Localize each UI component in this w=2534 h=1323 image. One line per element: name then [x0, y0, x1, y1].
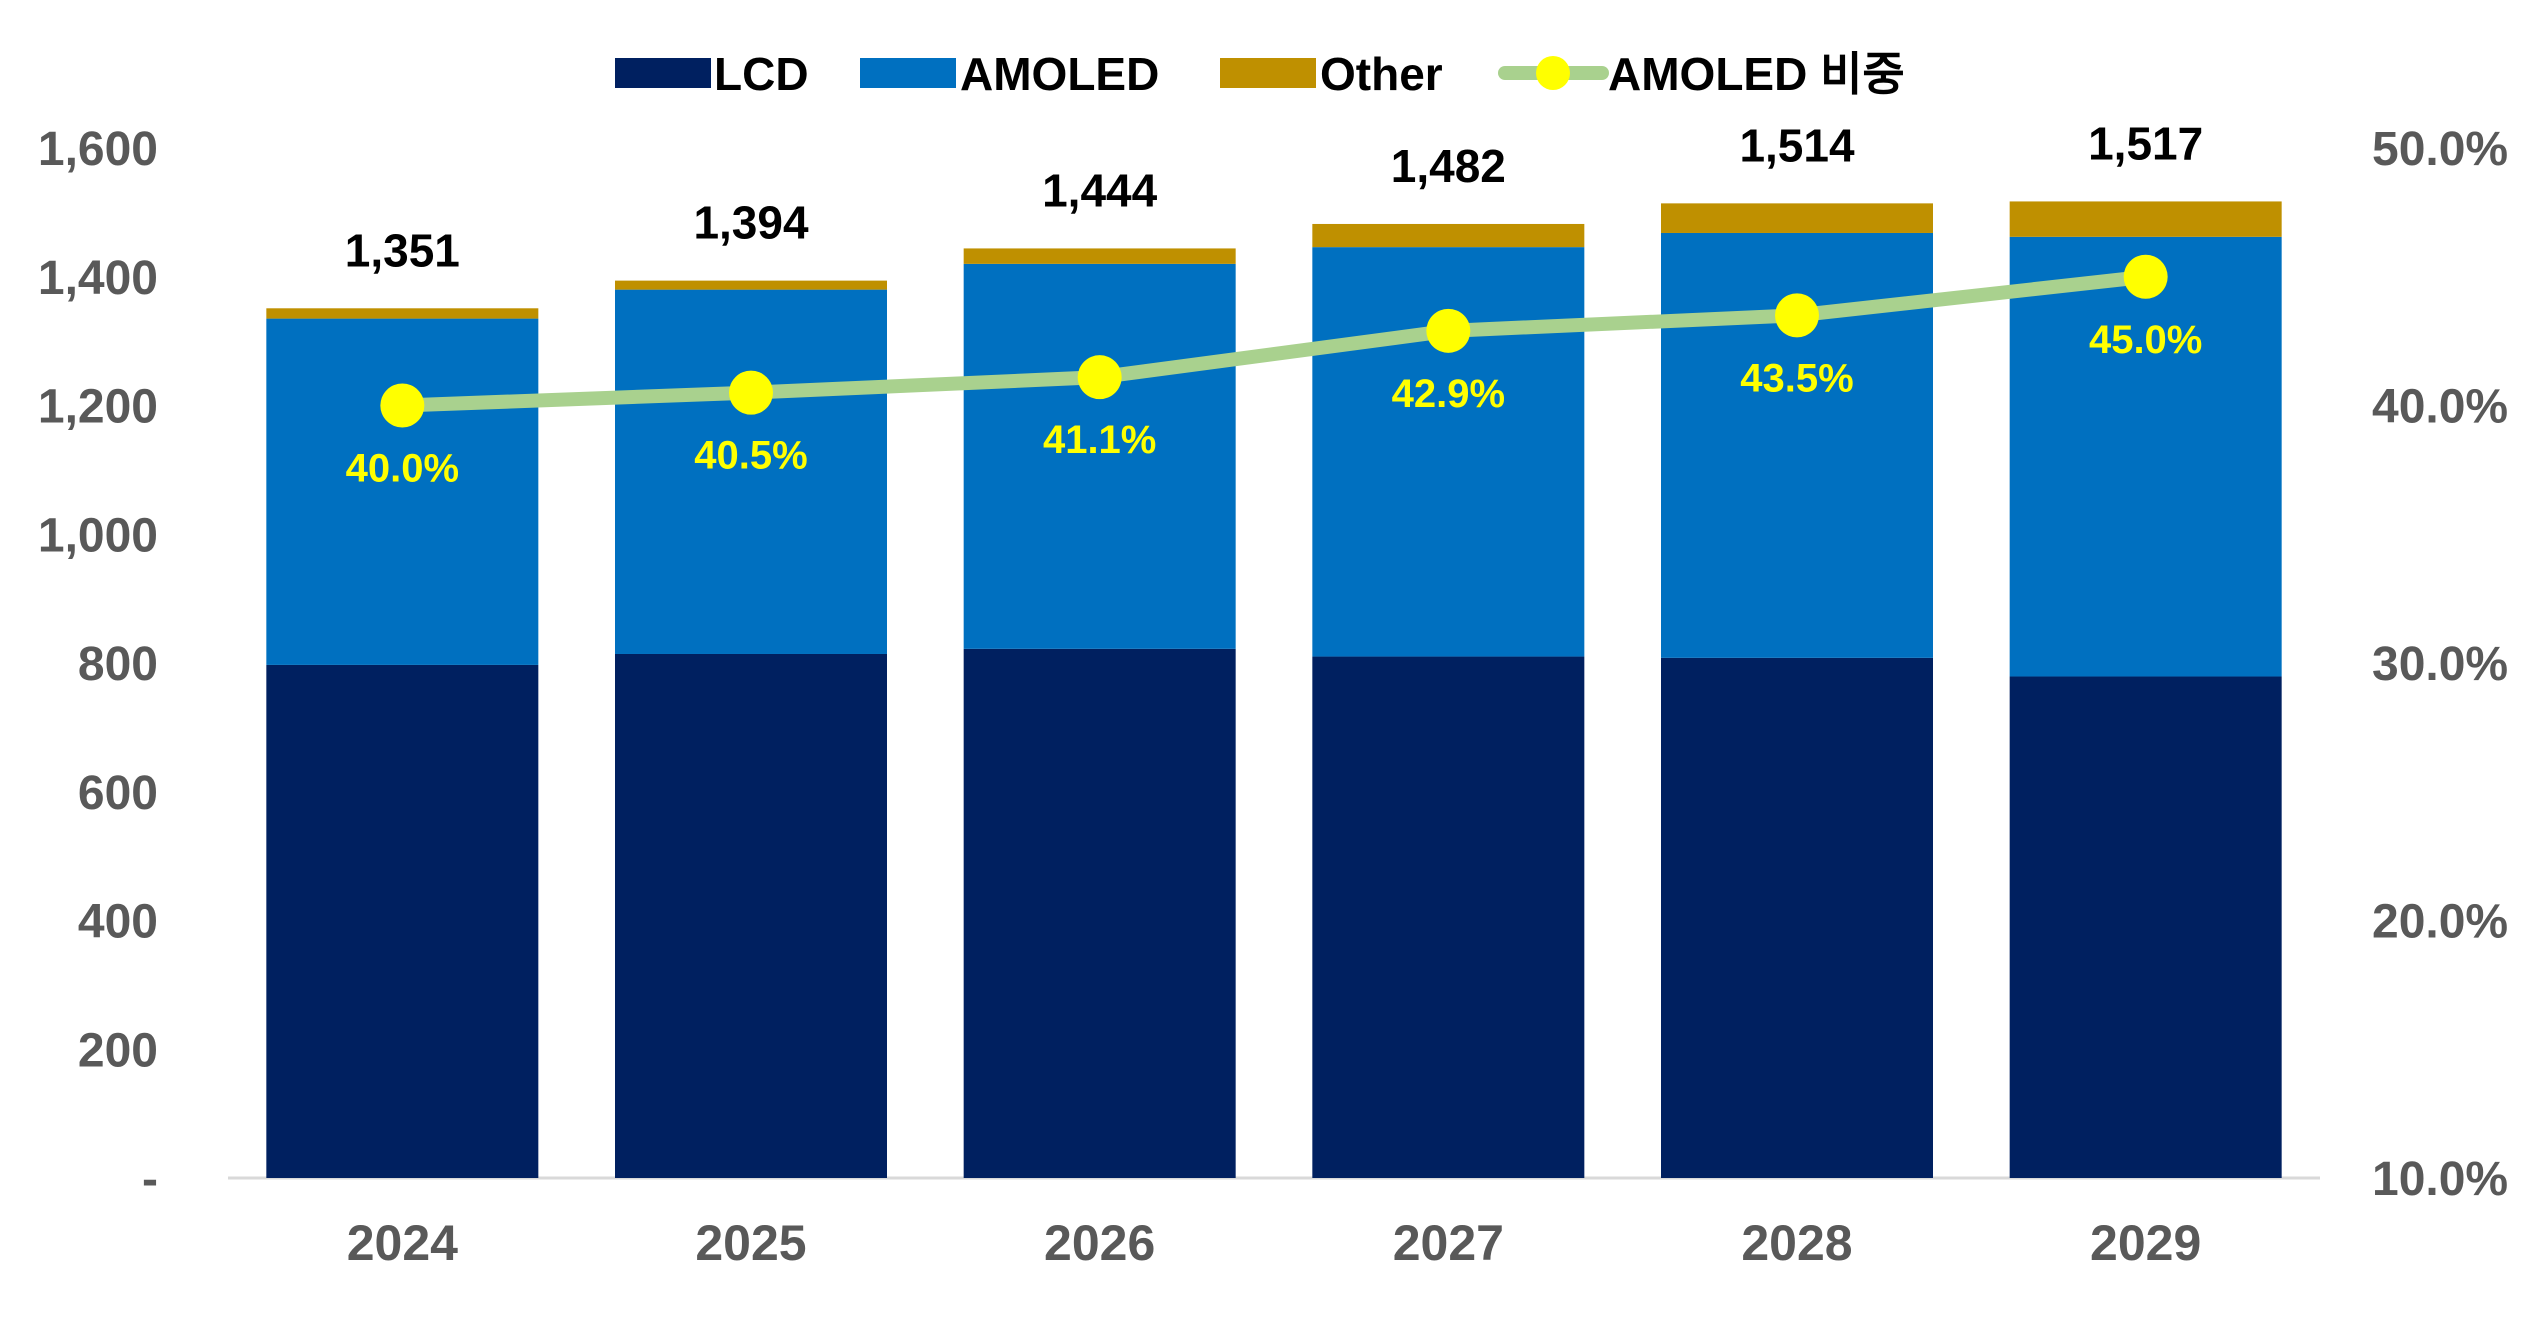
bar-segment-lcd: [266, 664, 539, 1178]
y-right-tick-label: 10.0%: [2372, 1153, 2508, 1206]
line-layer: [380, 254, 2168, 428]
x-tick-label: 2025: [695, 1215, 806, 1271]
bar-segment-other: [266, 308, 539, 319]
amoled-share-data-label: 40.0%: [346, 447, 459, 491]
amoled-share-marker: [1426, 308, 1471, 353]
legend-label-amoled-share: AMOLED 비중: [1608, 48, 1905, 100]
amoled-share-marker: [2123, 254, 2168, 299]
legend-swatch-amoled: [860, 58, 956, 88]
bar-segment-lcd: [963, 648, 1236, 1178]
bar-segment-other: [963, 248, 1236, 264]
legend-label-other: Other: [1320, 48, 1443, 100]
y-left-tick-label: 600: [78, 767, 158, 820]
x-tick-label: 2026: [1044, 1215, 1155, 1271]
legend: LCD AMOLED Other AMOLED 비중: [615, 48, 1905, 100]
amoled-share-marker: [1077, 355, 1122, 400]
y-right-tick-label: 20.0%: [2372, 896, 2508, 949]
y-left-tick-label: 400: [78, 896, 158, 949]
bar-segment-other: [1661, 203, 1933, 233]
legend-marker-amoled-share: [1536, 56, 1570, 90]
bar-segment-amoled: [963, 263, 1236, 649]
legend-swatch-other: [1220, 58, 1316, 88]
amoled-share-marker: [380, 383, 425, 428]
bar-segment-amoled: [2009, 236, 2282, 677]
legend-label-amoled: AMOLED: [960, 48, 1159, 100]
amoled-share-data-label: 40.5%: [694, 434, 807, 478]
axes: - 200 400 600 800 1,000 1,200 1,400 1,600 10.0% 20…: [38, 123, 2508, 1271]
bar-total-label: 1,394: [693, 197, 809, 249]
amoled-share-marker: [729, 370, 773, 415]
amoled-share-data-label: 42.9%: [1392, 372, 1505, 416]
labels: 1,351 1,394 1,444 1,482 1,514 1,517 40.0% 40.5%…: [345, 117, 2203, 490]
bar-total-label: 1,351: [345, 224, 460, 276]
amoled-share-data-label: 43.5%: [1740, 356, 1853, 400]
amoled-share-data-label: 41.1%: [1043, 418, 1156, 462]
bar-segment-lcd: [1312, 656, 1585, 1178]
bar-total-label: 1,517: [2088, 117, 2203, 169]
y-right-tick-label: 50.0%: [2372, 123, 2508, 176]
bar-segment-other: [1312, 223, 1585, 248]
bar-segment-amoled: [615, 289, 887, 654]
x-tick-label: 2024: [347, 1215, 458, 1271]
amoled-share-line: [395, 269, 2153, 413]
y-left-tick-label: 800: [78, 638, 158, 691]
legend-label-lcd: LCD: [714, 48, 809, 100]
y-right-tick-label: 30.0%: [2372, 638, 2508, 691]
x-tick-label: 2028: [1741, 1215, 1852, 1271]
bar-segment-amoled: [266, 318, 539, 665]
y-left-tick-label: 200: [78, 1024, 158, 1077]
bar-segment-amoled: [1312, 247, 1585, 657]
bar-segment-lcd: [615, 653, 887, 1178]
y-right-tick-label: 40.0%: [2372, 381, 2508, 434]
amoled-share-data-label: 45.0%: [2089, 318, 2202, 362]
bar-segment-other: [2009, 201, 2282, 237]
bars: [266, 201, 2282, 1178]
bar-segment-lcd: [1661, 657, 1933, 1178]
x-tick-label: 2027: [1393, 1215, 1504, 1271]
y-left-tick-label: 1,200: [38, 381, 158, 434]
bar-segment-lcd: [2009, 676, 2282, 1178]
amoled-share-marker: [1775, 293, 1819, 338]
bar-total-label: 1,482: [1391, 140, 1506, 192]
bar-segment-other: [615, 280, 887, 290]
y-left-tick-label: 1,400: [38, 252, 158, 305]
y-left-tick-label: 1,000: [38, 509, 158, 562]
legend-swatch-lcd: [615, 58, 711, 88]
bar-total-label: 1,514: [1739, 119, 1855, 171]
y-left-tick-label: -: [142, 1153, 158, 1206]
bar-total-label: 1,444: [1042, 164, 1158, 216]
y-left-tick-label: 1,600: [38, 123, 158, 176]
x-tick-label: 2029: [2090, 1215, 2201, 1271]
